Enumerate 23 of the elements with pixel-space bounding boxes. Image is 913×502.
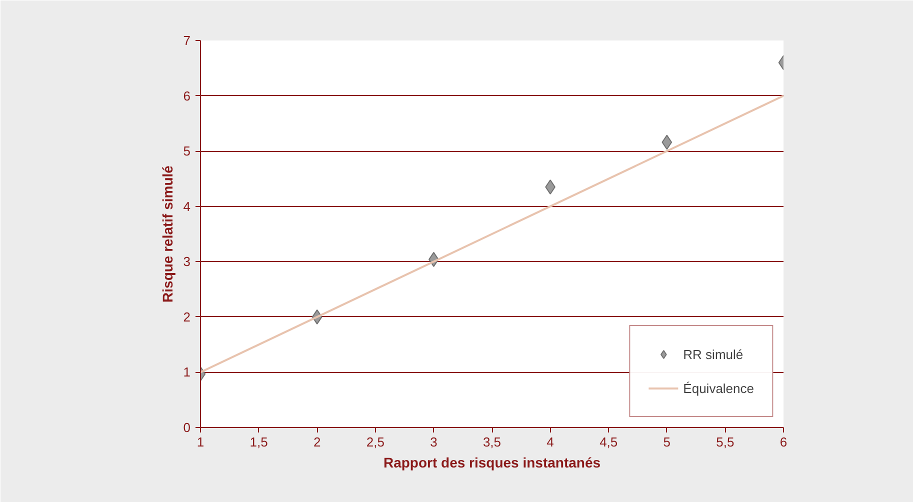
y-tick-label: 7 bbox=[183, 33, 191, 48]
y-tick-label: 4 bbox=[183, 198, 191, 214]
x-tick-label: 2 bbox=[313, 434, 321, 450]
x-axis-title: Rapport des risques instantanés bbox=[383, 454, 601, 470]
x-tick-label: 3,5 bbox=[482, 434, 502, 450]
x-tick-label: 6 bbox=[780, 434, 788, 450]
legend-label: Équivalence bbox=[683, 380, 754, 396]
legend-label: RR simulé bbox=[683, 346, 744, 362]
y-tick-label: 5 bbox=[183, 144, 191, 159]
x-tick-label: 1 bbox=[196, 434, 204, 450]
x-tick-label: 4,5 bbox=[600, 434, 618, 450]
x-tick-label: 5,5 bbox=[716, 434, 734, 450]
y-axis-title: Risque relatif simulé bbox=[159, 165, 176, 302]
y-tick-label: 1 bbox=[183, 364, 191, 380]
y-tick-label: 2 bbox=[183, 309, 191, 324]
y-tick-label: 6 bbox=[183, 88, 191, 104]
y-tick-label: 0 bbox=[183, 420, 191, 435]
y-tick-label: 3 bbox=[183, 254, 191, 270]
x-tick-label: 1,5 bbox=[250, 434, 268, 450]
x-tick-label: 3 bbox=[430, 434, 438, 450]
x-tick-label: 5 bbox=[663, 434, 671, 450]
x-tick-label: 4 bbox=[546, 434, 554, 450]
x-tick-label: 2,5 bbox=[366, 434, 384, 450]
